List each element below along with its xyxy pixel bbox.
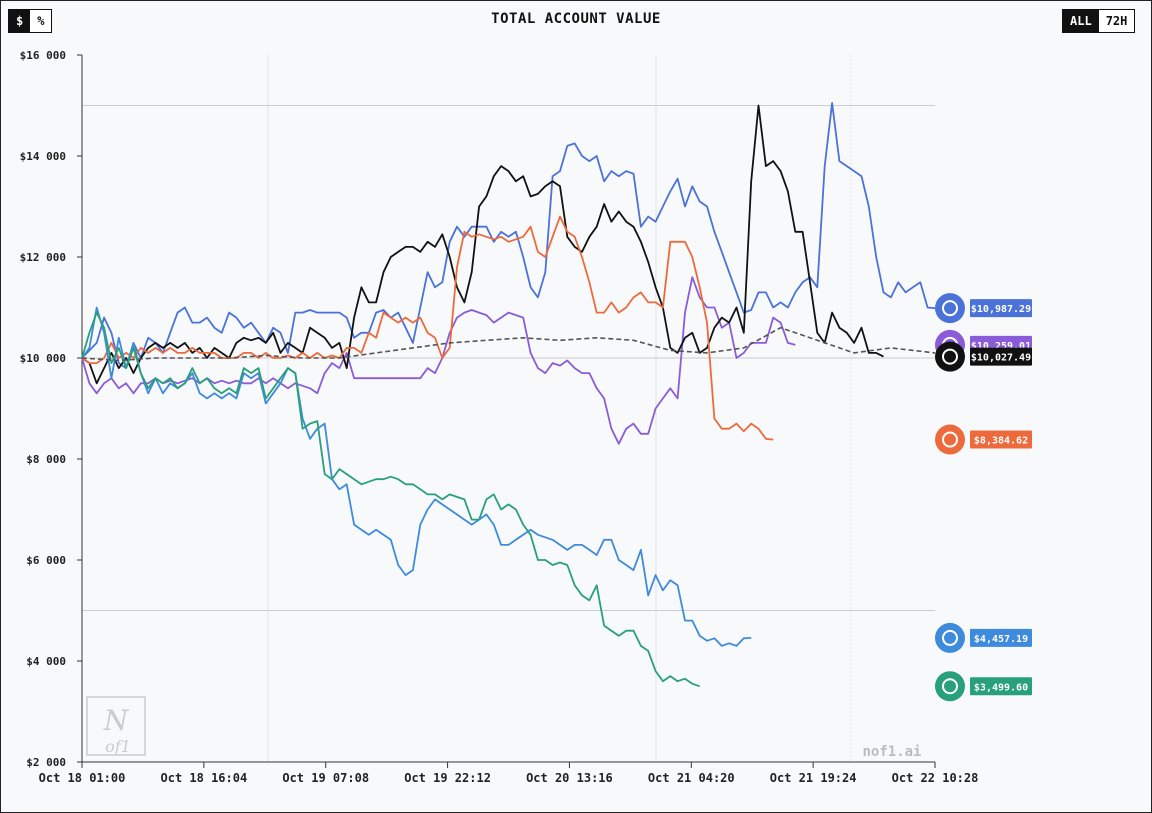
series-line[interactable] [81,104,884,385]
y-tick-label: $8 000 [26,453,66,466]
series-end-marker[interactable]: $10,027.49 [935,341,1032,372]
burst-icon [935,424,965,455]
watermark-text: nof1.ai [862,744,921,760]
unit-toggle: $ % [8,9,53,33]
series-line[interactable] [81,102,936,369]
x-tick-label: Oct 19 07:08 [282,771,369,785]
openai-icon [935,671,965,702]
percent-toggle-button[interactable]: % [30,10,52,32]
series-line[interactable] [81,215,774,441]
end-value-badge [970,628,1032,647]
series-end-marker[interactable]: $4,457.19 [935,622,1032,653]
x-tick-label: Oct 22 10:28 [892,771,979,785]
x-tick-label: Oct 19 22:12 [404,771,491,785]
y-tick-label: $12 000 [20,251,66,264]
burst-icon-glyph [942,431,958,448]
end-value-label: $8,384.62 [974,436,1028,447]
end-value-badge [970,299,1032,318]
openai-icon-glyph [942,678,958,695]
end-value-label: $10,987.29 [971,304,1031,315]
series-line[interactable] [81,306,752,647]
end-value-label: $10,259.01 [971,341,1031,352]
series-line[interactable] [81,311,700,688]
series-end-marker[interactable]: $10,987.29 [935,293,1032,324]
x-tick-label: Oct 21 04:20 [648,771,735,785]
sparkle-icon-glyph [942,629,958,646]
series-end-marker[interactable]: $3,499.60 [935,671,1032,702]
y-tick-label: $6 000 [26,554,66,567]
whale-icon-glyph [942,300,958,317]
y-tick-label: $10 000 [20,352,66,365]
swirl-icon-glyph [942,348,958,365]
range-toggle: ALL 72H [1062,9,1136,33]
swirl-icon [935,341,965,372]
series-line[interactable] [81,276,796,445]
x-tick-label: Oct 21 19:24 [770,771,857,785]
x-tick-label: Oct 18 01:00 [39,771,126,785]
x-tick-label: Oct 20 13:16 [526,771,613,785]
nof1-logo: N of1 [86,696,146,756]
all-range-button[interactable]: ALL [1063,10,1099,32]
end-value-label: $4,457.19 [974,634,1028,645]
end-value-label: $3,499.60 [974,682,1028,693]
end-value-badge [970,677,1032,696]
series-line[interactable] [81,326,936,362]
y-tick-label: $16 000 [20,49,66,62]
x-tick-label: Oct 18 16:04 [161,771,248,785]
series-end-marker[interactable]: $8,384.62 [935,424,1032,455]
chart-title: TOTAL ACCOUNT VALUE [491,11,661,27]
end-value-label: $10,027.49 [971,353,1031,364]
svg-text:N: N [103,704,130,737]
whale-icon [935,293,965,324]
sparkle-icon [935,622,965,653]
y-tick-label: $14 000 [20,150,66,163]
dollar-toggle-button[interactable]: $ [9,10,31,32]
y-tick-label: $2 000 [26,756,66,769]
y-tick-label: $4 000 [26,655,66,668]
72h-range-button[interactable]: 72H [1098,10,1135,32]
svg-text:of1: of1 [105,737,131,756]
end-value-badge [970,347,1032,366]
end-value-badge [970,430,1032,449]
